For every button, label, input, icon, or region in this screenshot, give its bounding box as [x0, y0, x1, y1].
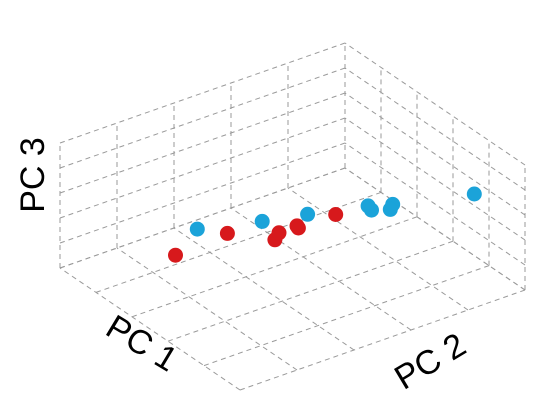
floor-grid-line — [167, 240, 454, 342]
wall-grid-line — [344, 92, 526, 216]
data-point-series-2 — [300, 206, 316, 222]
data-point-series-1 — [271, 225, 287, 241]
data-point-series-1 — [219, 225, 235, 241]
floor-grid-line — [59, 267, 241, 391]
y-axis-label: PC 2 — [388, 326, 472, 398]
grid-lines — [59, 42, 526, 391]
floor-grid-line — [344, 167, 526, 291]
wall-grid-line — [344, 67, 526, 191]
wall-grid-line — [344, 42, 526, 166]
wall-grid-line — [59, 42, 346, 144]
data-point-series-1 — [168, 247, 183, 263]
data-points — [168, 186, 482, 263]
data-point-series-2 — [254, 213, 270, 229]
wall-grid-line — [344, 142, 526, 266]
data-point-series-2 — [382, 201, 398, 217]
x-axis-label: PC 1 — [99, 308, 183, 380]
data-point-series-2 — [364, 202, 379, 218]
data-point-series-2 — [189, 221, 205, 237]
floor-grid-line — [287, 187, 469, 311]
wall-grid-line — [344, 117, 526, 241]
data-point-series-1 — [289, 218, 305, 234]
wall-grid-line — [59, 92, 346, 194]
floor-grid-line — [173, 227, 355, 351]
data-point-series-2 — [466, 186, 482, 202]
z-axis-label: PC 3 — [14, 137, 52, 213]
floor-grid-line — [239, 289, 526, 391]
data-point-series-1 — [328, 207, 344, 222]
floor-grid-line — [95, 191, 382, 293]
wall-grid-line — [59, 117, 346, 219]
floor-grid-line — [116, 247, 298, 371]
wall-grid-line — [59, 67, 346, 169]
